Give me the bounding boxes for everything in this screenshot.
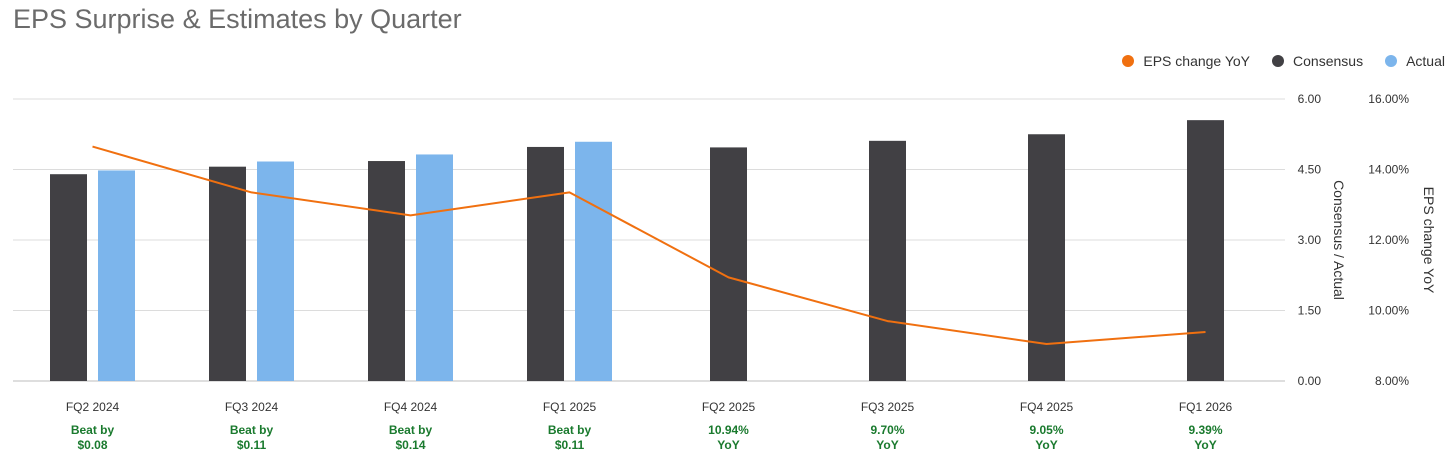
y-left-axis-title: Consensus / Actual	[1331, 180, 1347, 300]
bar-consensus	[710, 147, 747, 381]
bar-consensus	[527, 146, 564, 381]
annotation-line2: $0.08	[77, 438, 107, 452]
y-right-tick-label: 12.00%	[1368, 233, 1409, 247]
annotation-line2: $0.11	[237, 438, 267, 452]
bar-consensus	[209, 166, 246, 381]
annotation-line1: Beat by	[389, 423, 433, 437]
annotation-line1: 9.05%	[1029, 423, 1063, 437]
bar-consensus	[1187, 120, 1224, 382]
annotation-line2: YoY	[1194, 438, 1216, 452]
legend-swatch-eps-change	[1122, 55, 1135, 67]
annotation-line2: YoY	[717, 438, 739, 452]
bar-consensus	[50, 174, 87, 381]
legend-label-actual: Actual	[1406, 53, 1445, 69]
bar-actual	[98, 170, 135, 381]
y-right-tick-label: 8.00%	[1375, 374, 1409, 388]
x-tick-label: FQ4 2024	[384, 400, 438, 414]
legend-label-eps-change: EPS change YoY	[1143, 53, 1251, 69]
bar-consensus	[1028, 134, 1065, 381]
y-left-tick-label: 0.00	[1298, 374, 1322, 388]
x-tick-label: FQ2 2024	[66, 400, 120, 414]
legend-swatch-actual	[1385, 55, 1398, 67]
bar-actual	[416, 154, 453, 381]
bar-actual	[575, 141, 612, 381]
annotation-line1: 9.70%	[870, 423, 904, 437]
x-tick-label: FQ2 2025	[702, 400, 756, 414]
y-right-tick-label: 10.00%	[1368, 304, 1409, 318]
legend: EPS change YoY Consensus Actual	[1100, 53, 1445, 69]
annotation-line2: $0.11	[555, 438, 585, 452]
y-left-tick-label: 6.00	[1298, 92, 1322, 106]
annotation-line1: Beat by	[71, 423, 115, 437]
legend-item-eps-change[interactable]: EPS change YoY	[1122, 53, 1250, 69]
annotation-line1: 10.94%	[708, 423, 749, 437]
annotation-line1: Beat by	[230, 423, 274, 437]
legend-swatch-consensus	[1272, 55, 1285, 67]
x-tick-label: FQ3 2025	[861, 400, 915, 414]
annotation-line1: 9.39%	[1188, 423, 1222, 437]
y-left-tick-label: 4.50	[1298, 163, 1322, 177]
y-right-axis-title: EPS change YoY	[1421, 187, 1437, 294]
annotation-line2: YoY	[1035, 438, 1057, 452]
annotation-line1: Beat by	[548, 423, 592, 437]
chart-title: EPS Surprise & Estimates by Quarter	[13, 4, 462, 34]
annotation-line2: YoY	[876, 438, 898, 452]
y-right-tick-label: 16.00%	[1368, 92, 1409, 106]
x-tick-label: FQ3 2024	[225, 400, 279, 414]
y-right-tick-label: 14.00%	[1368, 163, 1409, 177]
x-tick-label: FQ4 2025	[1020, 400, 1074, 414]
legend-label-consensus: Consensus	[1293, 53, 1364, 69]
x-tick-label: FQ1 2025	[543, 400, 597, 414]
y-left-tick-label: 1.50	[1298, 304, 1322, 318]
x-tick-label: FQ1 2026	[1179, 400, 1233, 414]
bar-consensus	[869, 140, 906, 381]
annotation-line2: $0.14	[395, 438, 425, 452]
legend-item-actual[interactable]: Actual	[1385, 53, 1445, 69]
bar-consensus	[368, 161, 405, 381]
line-eps-change-yoy	[92, 145, 1206, 345]
legend-item-consensus[interactable]: Consensus	[1272, 53, 1363, 69]
y-left-tick-label: 3.00	[1298, 233, 1322, 247]
